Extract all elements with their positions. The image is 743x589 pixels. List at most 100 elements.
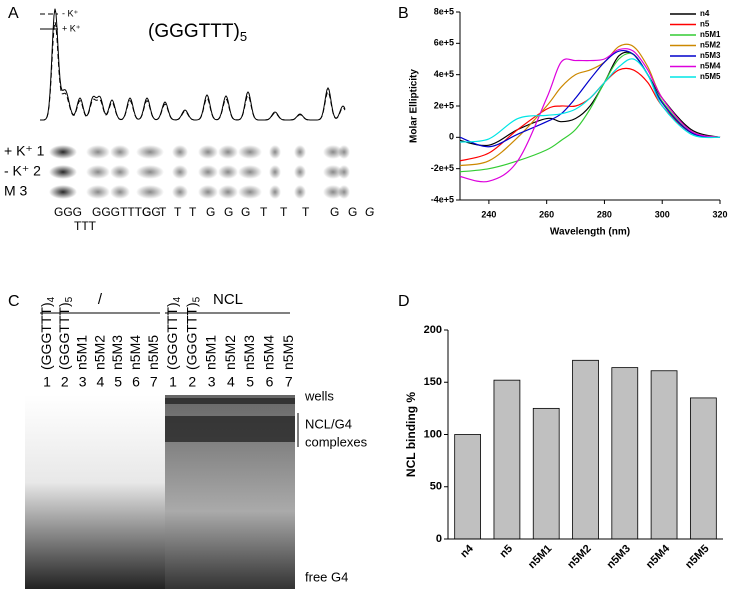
legend-label: n4 [700, 9, 710, 18]
gel-annotation: free G4 [305, 569, 348, 584]
gel-annotation: complexes [305, 434, 368, 449]
gel-band [86, 145, 110, 159]
gel-band [269, 185, 281, 199]
gel-band [49, 165, 77, 179]
group-label: NCL [213, 291, 243, 308]
lane-name-text: (GGGTTT) [183, 302, 199, 370]
x-tick-label: 260 [539, 209, 554, 219]
legend-label: n5M1 [700, 30, 721, 39]
gel-band [294, 165, 306, 179]
x-tick-label: n5M1 [526, 543, 554, 571]
bar [650, 370, 678, 540]
y-axis-label: Molar Ellipticity [409, 69, 420, 143]
series-line [459, 43, 721, 167]
bar [532, 407, 560, 540]
row-label: - K⁺ 2 [4, 163, 41, 179]
panel-label: B [398, 5, 409, 22]
lane-number: 4 [97, 374, 105, 390]
x-tick-label: n5M3 [605, 543, 633, 571]
x-tick-label: n5 [498, 543, 516, 561]
lane-name: n5M1 [202, 335, 218, 370]
bar [611, 367, 639, 540]
gel-band [294, 185, 306, 199]
gel-left [25, 395, 165, 589]
sequence-letter: T [189, 205, 197, 219]
bar [572, 359, 599, 540]
gel-band [238, 185, 262, 199]
gel-band [218, 185, 238, 199]
y-tick-label: 2e+5 [434, 100, 454, 110]
gel-band [172, 185, 188, 199]
gel-band [49, 145, 77, 159]
y-tick-label: 100 [424, 428, 442, 440]
legend-label: - K⁺ [62, 8, 79, 18]
sequence-letter: G [142, 205, 151, 219]
y-tick-label: 4e+5 [434, 69, 454, 79]
lane-name-sub: 4 [46, 296, 57, 302]
lane-name: (GGGTTT)5 [183, 296, 202, 370]
sequence-letter: T [302, 205, 310, 219]
y-tick-label: 6e+5 [434, 38, 454, 48]
lane-name-text: n5M3 [241, 335, 257, 370]
trace [40, 21, 346, 121]
panel-label: D [398, 293, 410, 310]
lane-number: 6 [266, 374, 274, 390]
y-tick-label: -2e+5 [431, 163, 454, 173]
lane-name-text: n5M2 [222, 335, 238, 370]
x-tick-label: n5M4 [644, 542, 673, 571]
gel-band [269, 165, 281, 179]
gel-band [338, 185, 350, 199]
legend-label: n5M3 [700, 51, 721, 60]
gel-wells [165, 398, 295, 404]
series-line [459, 48, 721, 183]
lane-name-sub: 5 [191, 296, 202, 302]
series-line [459, 49, 721, 148]
lane-number: 2 [188, 374, 196, 390]
sequence-letter: T [280, 205, 288, 219]
x-tick-label: 320 [712, 209, 727, 219]
series-line [459, 67, 721, 162]
y-tick-label: 0 [449, 132, 454, 142]
x-tick-label: n5M2 [565, 543, 593, 571]
legend-label: n5M2 [700, 41, 721, 50]
lane-name-text: n5M4 [260, 335, 276, 370]
sequence-letter: G [348, 205, 357, 219]
panel-label: A [8, 5, 19, 22]
gel-images [25, 395, 295, 589]
sequence-letter: T [260, 205, 268, 219]
bar [493, 379, 521, 540]
panel-label: C [8, 293, 20, 310]
sequence-letter: GGG [54, 205, 82, 219]
lane-name-text: n5M3 [109, 335, 125, 370]
lane-name: n5M2 [91, 335, 107, 370]
lane-number: 1 [43, 374, 51, 390]
gel-band [110, 165, 130, 179]
y-tick-label: 50 [430, 481, 442, 493]
x-tick-label: n4 [458, 542, 476, 560]
gel-band [269, 145, 281, 159]
x-tick-label: 300 [655, 209, 670, 219]
group-label: / [98, 291, 103, 308]
y-tick-label: 150 [424, 376, 442, 388]
bar [454, 434, 482, 540]
sequence-letter: G [241, 205, 250, 219]
title-text: (GGGTTT) [148, 21, 240, 42]
lane-name-text: n5M4 [127, 335, 143, 370]
gel-band [110, 145, 130, 159]
lane-number: 4 [227, 374, 235, 390]
gel-band [86, 185, 110, 199]
lane-number: 1 [169, 374, 177, 390]
sequence-letter: G [365, 205, 374, 219]
lane-name: (GGGTTT)4 [38, 296, 57, 370]
lane-name-text: (GGGTTT) [164, 302, 180, 370]
gel-annotation: wells [304, 388, 334, 403]
lane-name-text: n5M5 [280, 335, 296, 370]
series-line [459, 58, 721, 143]
gel-band [198, 165, 218, 179]
lane-name-sub: 4 [172, 296, 183, 302]
y-axis-label: NCL binding % [404, 392, 418, 477]
gel-band [110, 185, 130, 199]
x-axis-label: Wavelength (nm) [550, 227, 630, 238]
gel-annotation: NCL/G4 [305, 416, 352, 431]
